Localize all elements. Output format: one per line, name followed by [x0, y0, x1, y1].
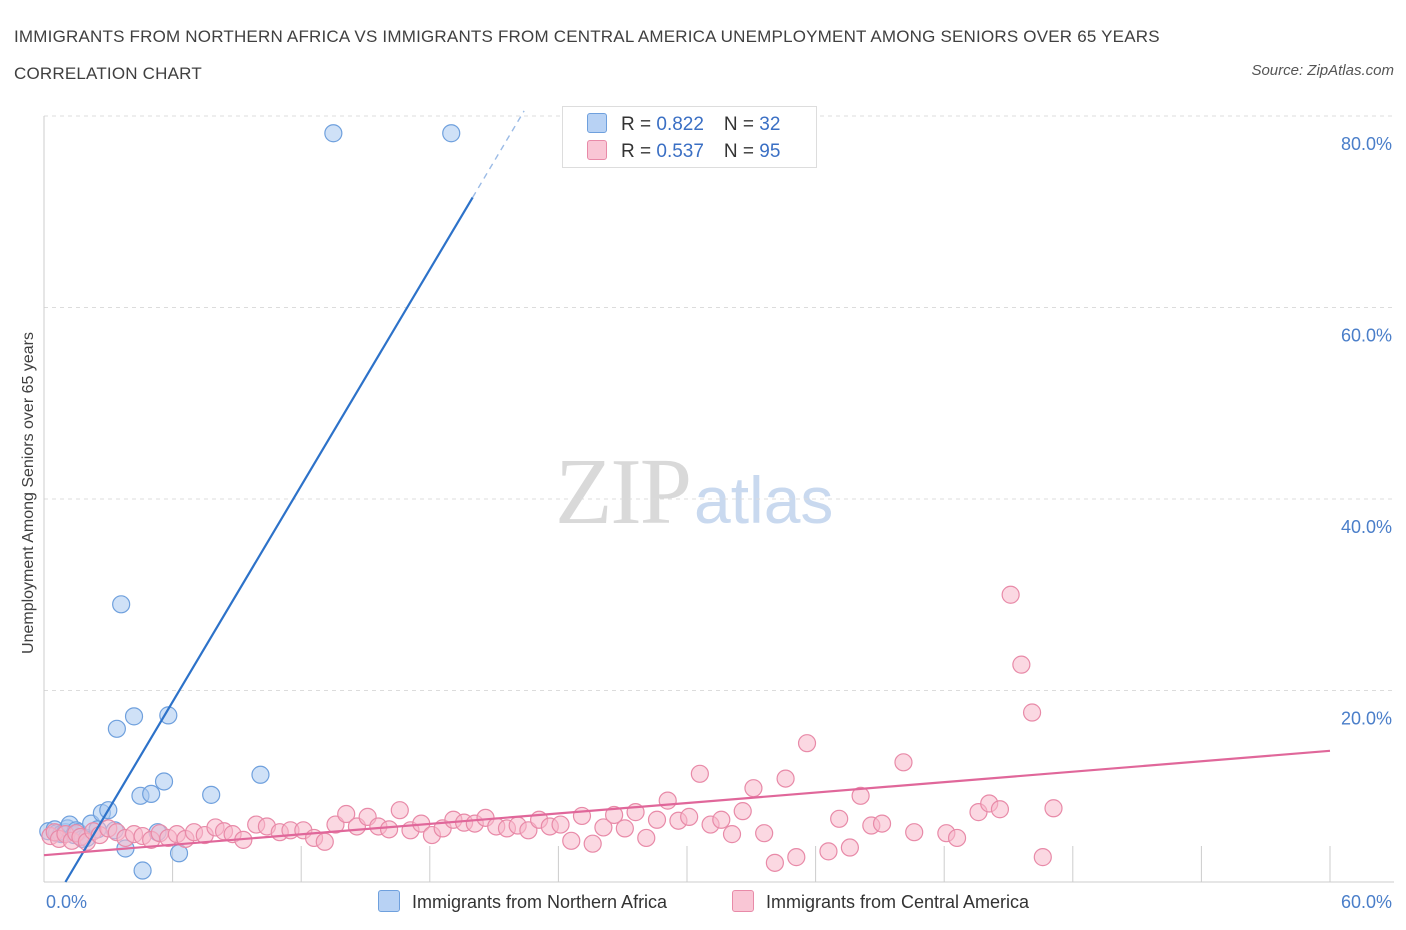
data-point-1-64 — [658, 791, 677, 810]
data-point-1-90 — [990, 800, 1010, 819]
data-point-1-34 — [337, 804, 356, 824]
data-point-1-32 — [315, 832, 334, 851]
x-tick-label-min: 0.0% — [46, 892, 87, 912]
series-central-america — [41, 585, 1063, 872]
n-value-northern-africa: 32 — [759, 114, 781, 135]
data-point-1-78 — [819, 842, 838, 861]
data-point-1-84 — [894, 753, 913, 772]
legend-swatch-central-america — [587, 140, 607, 160]
data-point-1-94 — [1033, 848, 1052, 867]
data-point-1-59 — [605, 805, 624, 825]
data-point-1-83 — [872, 814, 892, 833]
data-point-1-38 — [379, 820, 399, 839]
data-point-0-17 — [107, 719, 126, 738]
data-point-1-73 — [755, 824, 774, 843]
y-tick-label-20: 20.0% — [1341, 709, 1392, 729]
data-point-1-69 — [712, 810, 731, 829]
bottom-legend-swatch-central-america — [732, 890, 754, 912]
y-tick-label-80: 80.0% — [1341, 134, 1392, 154]
tick-labels: 20.0% 40.0% 60.0% 80.0% 0.0% 60.0% — [46, 134, 1392, 912]
data-point-1-63 — [647, 810, 667, 829]
legend-row-central-america: R = 0.537 N = 95 — [587, 140, 780, 164]
data-point-1-74 — [765, 853, 784, 872]
x-tick-label-max: 60.0% — [1341, 892, 1392, 912]
r-value-northern-africa: 0.822 — [656, 114, 704, 135]
data-point-1-70 — [722, 825, 742, 844]
data-point-1-91 — [1001, 585, 1020, 604]
trend-lines — [43, 110, 1331, 883]
data-point-1-57 — [583, 834, 602, 853]
n-value-central-america: 95 — [759, 141, 781, 162]
bottom-legend-label-northern-africa: Immigrants from Northern Africa — [412, 892, 668, 912]
trend-line-1 — [43, 749, 1331, 857]
r-value-central-america: 0.537 — [656, 141, 704, 162]
bottom-legend-northern-africa: Immigrants from Northern Africa — [378, 890, 667, 913]
data-point-0-25 — [154, 772, 174, 791]
data-point-1-54 — [551, 815, 570, 834]
data-point-0-23 — [142, 784, 161, 804]
data-point-0-30 — [324, 124, 343, 143]
y-tick-label-40: 40.0% — [1341, 517, 1392, 537]
bottom-legend-label-central-america: Immigrants from Central America — [766, 892, 1030, 912]
y-tick-label-60: 60.0% — [1341, 326, 1392, 346]
data-point-1-71 — [733, 802, 752, 821]
data-point-1-72 — [744, 779, 763, 798]
trend-line-extension-0 — [472, 110, 525, 198]
data-point-1-66 — [680, 807, 699, 826]
data-point-1-77 — [797, 734, 817, 753]
data-point-1-55 — [562, 831, 581, 850]
data-point-1-87 — [947, 828, 967, 848]
data-point-0-29 — [251, 765, 270, 784]
gridlines — [44, 115, 1394, 691]
bottom-legend-swatch-northern-africa — [378, 890, 400, 912]
data-point-1-85 — [905, 823, 924, 842]
data-point-1-92 — [1012, 655, 1031, 674]
watermark-atlas: atlas — [694, 463, 834, 537]
series-northern-africa — [39, 124, 461, 880]
chart-title: IMMIGRANTS FROM NORTHERN AFRICA VS IMMIG… — [14, 27, 1160, 83]
data-point-0-22 — [133, 861, 152, 880]
watermark-zip: ZIP — [555, 440, 692, 544]
watermark: ZIPatlas — [555, 438, 833, 546]
data-point-0-18 — [112, 595, 131, 614]
data-point-1-62 — [637, 828, 656, 848]
correlation-legend: R = 0.822 N = 32 R = 0.537 N = 95 — [562, 106, 817, 168]
data-point-1-95 — [1044, 799, 1063, 818]
data-point-0-20 — [124, 707, 144, 726]
data-point-1-93 — [1022, 703, 1042, 722]
legend-row-northern-africa: R = 0.822 N = 32 — [587, 113, 780, 137]
source-label: Source: ZipAtlas.com — [1251, 62, 1394, 79]
bottom-legend-central-america: Immigrants from Central America — [732, 890, 1029, 913]
data-point-1-60 — [615, 819, 634, 838]
data-point-0-28 — [202, 785, 221, 804]
data-point-1-76 — [787, 848, 806, 867]
data-point-1-81 — [851, 786, 870, 805]
data-point-1-79 — [830, 809, 849, 828]
data-point-0-31 — [442, 124, 461, 143]
data-point-1-80 — [840, 838, 859, 857]
data-point-1-75 — [776, 769, 795, 788]
data-point-1-39 — [390, 801, 409, 820]
data-point-1-67 — [690, 764, 709, 783]
axes — [43, 116, 1394, 883]
trend-line-0 — [64, 196, 474, 883]
data-point-1-58 — [594, 818, 613, 837]
legend-swatch-northern-africa — [587, 113, 607, 133]
